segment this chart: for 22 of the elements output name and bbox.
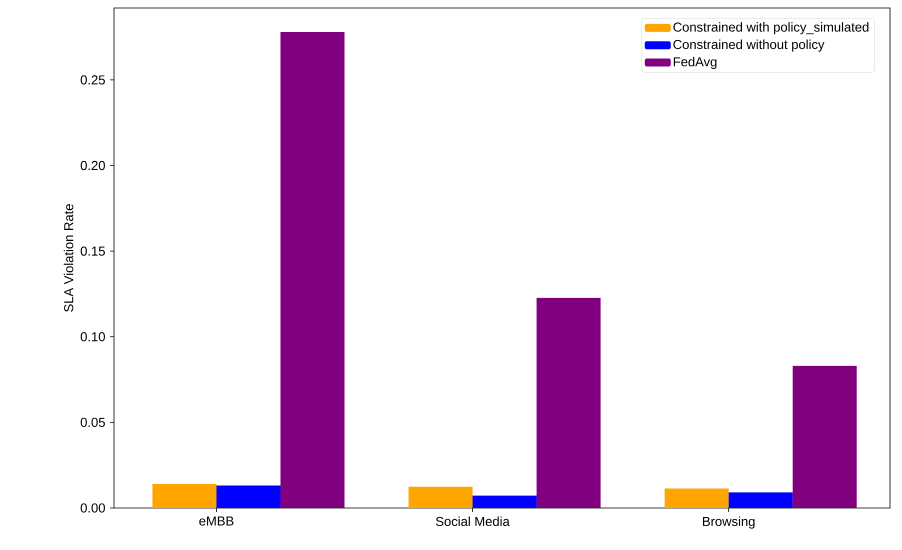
legend-label: Constrained with policy_simulated [673,22,868,34]
legend-label: Constrained without policy [673,40,824,52]
x-tick-label: Browsing [702,516,755,529]
y-tick-label: 0.15 [80,246,105,256]
y-tick-label: 0.25 [80,75,105,84]
x-tick-label: eMBB [199,516,234,526]
bar [728,492,793,508]
y-tick-label: 0.00 [80,503,105,513]
bar [216,486,280,508]
x-tick-label: Social Media [436,516,510,526]
y-tick-label: 0.10 [80,332,105,342]
y-tick-label: 0.05 [80,418,105,427]
bar [408,486,473,508]
legend-label: FedAvg [674,56,716,69]
bar [792,366,857,508]
y-tick-label: 0.20 [80,160,105,170]
y-axis-title: SLA Violation Rate [64,204,74,312]
bar [152,484,216,508]
bar [536,298,601,508]
bar [280,32,345,508]
bar [472,496,537,508]
bar [664,488,729,508]
